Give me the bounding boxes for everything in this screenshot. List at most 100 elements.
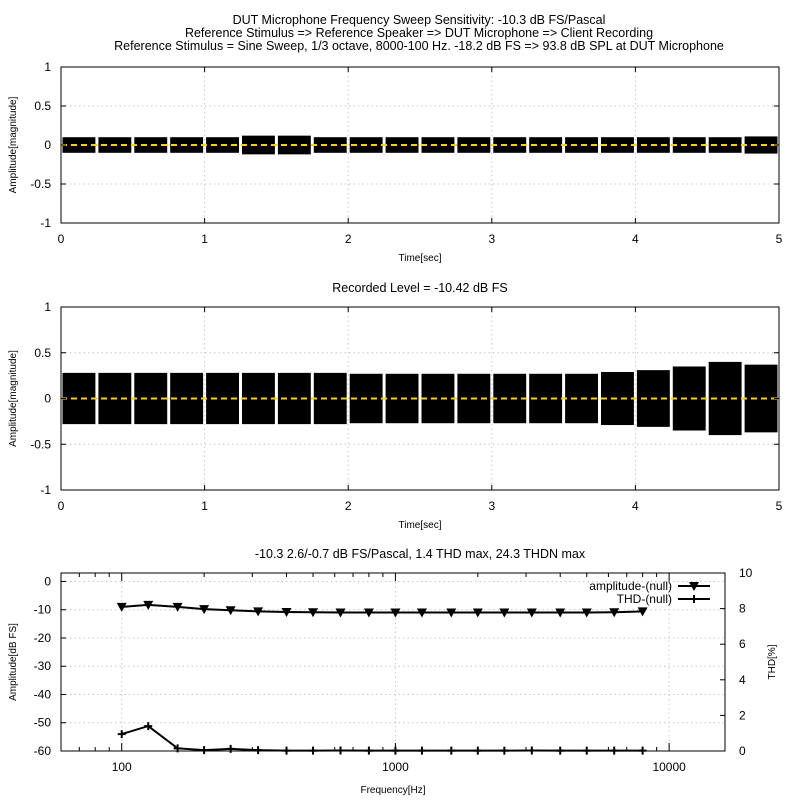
x-tick-label: 0 bbox=[58, 232, 65, 246]
y2-tick-label: 8 bbox=[739, 602, 746, 616]
chart-title: Recorded Level = -10.42 dB FS bbox=[332, 281, 507, 295]
data-point-marker bbox=[282, 746, 291, 755]
data-point-marker bbox=[143, 600, 154, 610]
x-tick-label: 3 bbox=[488, 232, 495, 246]
waveform-burst bbox=[493, 373, 527, 424]
data-point-marker bbox=[447, 746, 456, 755]
waveform-burst bbox=[134, 137, 168, 153]
y-tick-label: -50 bbox=[34, 716, 52, 730]
y-tick-label: 1 bbox=[44, 60, 51, 74]
waveform-burst bbox=[242, 372, 275, 425]
title-line-3: Reference Stimulus = Sine Sweep, 1/3 oct… bbox=[114, 39, 724, 53]
data-point-marker bbox=[173, 744, 182, 753]
legend-label: amplitude-(null) bbox=[589, 579, 672, 593]
data-point-marker bbox=[527, 746, 536, 755]
x-tick-label: 100 bbox=[112, 760, 132, 774]
data-point-marker bbox=[116, 602, 127, 612]
data-point-marker bbox=[199, 605, 210, 615]
y-axis-label: Amplitude[magnitude] bbox=[8, 350, 19, 447]
x-tick-label: 5 bbox=[776, 499, 783, 513]
y-tick-label: -20 bbox=[34, 631, 52, 645]
y-tick-label: 0.5 bbox=[34, 99, 51, 113]
waveform-burst bbox=[672, 137, 706, 153]
data-point-marker bbox=[172, 602, 183, 612]
data-point-marker bbox=[637, 607, 648, 617]
y2-tick-label: 0 bbox=[739, 744, 746, 758]
y-tick-label: -10 bbox=[34, 603, 52, 617]
waveform-burst bbox=[601, 137, 634, 153]
y-tick-label: 0 bbox=[44, 574, 51, 588]
x-tick-label: 1 bbox=[201, 232, 208, 246]
data-point-marker bbox=[555, 608, 566, 618]
y-tick-label: -1 bbox=[40, 483, 51, 497]
data-point-marker bbox=[254, 746, 263, 755]
data-point-marker bbox=[117, 730, 126, 739]
x-tick-label: 4 bbox=[632, 232, 639, 246]
legend: amplitude-(null)THD-(null) bbox=[589, 579, 710, 606]
waveform-burst bbox=[242, 135, 275, 155]
chart-title: -10.3 2.6/-0.7 dB FS/Pascal, 1.4 THD max… bbox=[255, 547, 586, 561]
data-point-marker bbox=[556, 746, 565, 755]
data-point-marker bbox=[144, 722, 153, 731]
y-axis-label: Amplitude[dB FS] bbox=[8, 623, 19, 701]
waveform-burst bbox=[421, 137, 455, 153]
waveform-burst bbox=[672, 366, 706, 431]
x-tick-label: 0 bbox=[58, 499, 65, 513]
data-point-marker bbox=[416, 608, 427, 618]
data-point-marker bbox=[225, 606, 236, 616]
data-point-marker bbox=[336, 746, 345, 755]
data-point-marker bbox=[309, 746, 318, 755]
x-tick-label: 3 bbox=[488, 499, 495, 513]
data-point-marker bbox=[363, 608, 374, 618]
data-point-marker bbox=[446, 608, 457, 618]
data-point-marker bbox=[582, 746, 591, 755]
data-point-marker bbox=[281, 607, 292, 617]
y-tick-label: -0.5 bbox=[30, 437, 51, 451]
data-point-marker bbox=[500, 746, 509, 755]
data-point-marker bbox=[610, 746, 619, 755]
x-axis-label: Time[sec] bbox=[399, 520, 442, 531]
waveform-chart-2: 0 1 2 3 4 5 -1 -0.5 0 0.5 1 Time[sec] Amplitude[magn… bbox=[8, 281, 783, 531]
y-tick-label: -0.5 bbox=[30, 177, 51, 191]
y-tick-label: -1 bbox=[40, 216, 51, 230]
y2-tick-label: 4 bbox=[739, 673, 746, 687]
data-point-marker bbox=[335, 608, 346, 618]
x-tick-label: 5 bbox=[776, 232, 783, 246]
x-tick-label: 1 bbox=[201, 499, 208, 513]
data-point-marker bbox=[499, 608, 510, 618]
y-tick-label: 0 bbox=[44, 138, 51, 152]
data-point-marker bbox=[390, 608, 401, 618]
waveform-burst bbox=[62, 137, 96, 153]
data-point-marker bbox=[391, 746, 400, 755]
legend-marker bbox=[689, 582, 699, 591]
y2-tick-label: 10 bbox=[739, 566, 753, 580]
frequency-response-chart: 100 1000 10000 0 -10 -20 -30 -40 -50 -60 0 2 4 6 8 10 Fr… bbox=[8, 547, 778, 796]
x-tick-label: 4 bbox=[632, 499, 639, 513]
data-point-marker bbox=[417, 746, 426, 755]
legend-marker bbox=[690, 595, 698, 603]
data-point-marker bbox=[609, 608, 620, 618]
y2-tick-label: 2 bbox=[739, 708, 746, 722]
series-line bbox=[121, 724, 643, 752]
data-point-marker bbox=[308, 608, 319, 618]
data-point-marker bbox=[526, 608, 537, 618]
data-point-marker bbox=[472, 608, 483, 618]
series-amplitude bbox=[116, 600, 648, 618]
waveform-bursts bbox=[62, 135, 778, 155]
data-point-marker bbox=[200, 746, 209, 755]
y-tick-label: -60 bbox=[34, 744, 52, 758]
data-point-marker bbox=[638, 746, 647, 755]
data-point-marker bbox=[253, 607, 264, 617]
x-tick-label: 1000 bbox=[382, 760, 409, 774]
waveform-chart-1: 0 1 2 3 4 5 -1 -0.5 0 0.5 1 Time[sec] Amplitude[magn… bbox=[8, 60, 783, 264]
title-line-1: DUT Microphone Frequency Sweep Sensitivi… bbox=[232, 13, 606, 27]
series-thd bbox=[117, 722, 647, 755]
waveform-burst bbox=[62, 372, 96, 425]
data-point-marker bbox=[364, 746, 373, 755]
y-tick-label: 0.5 bbox=[34, 346, 51, 360]
waveform-burst bbox=[313, 137, 347, 153]
data-point-marker bbox=[581, 608, 592, 618]
series-line bbox=[121, 603, 643, 614]
legend-label: THD-(null) bbox=[617, 592, 672, 606]
